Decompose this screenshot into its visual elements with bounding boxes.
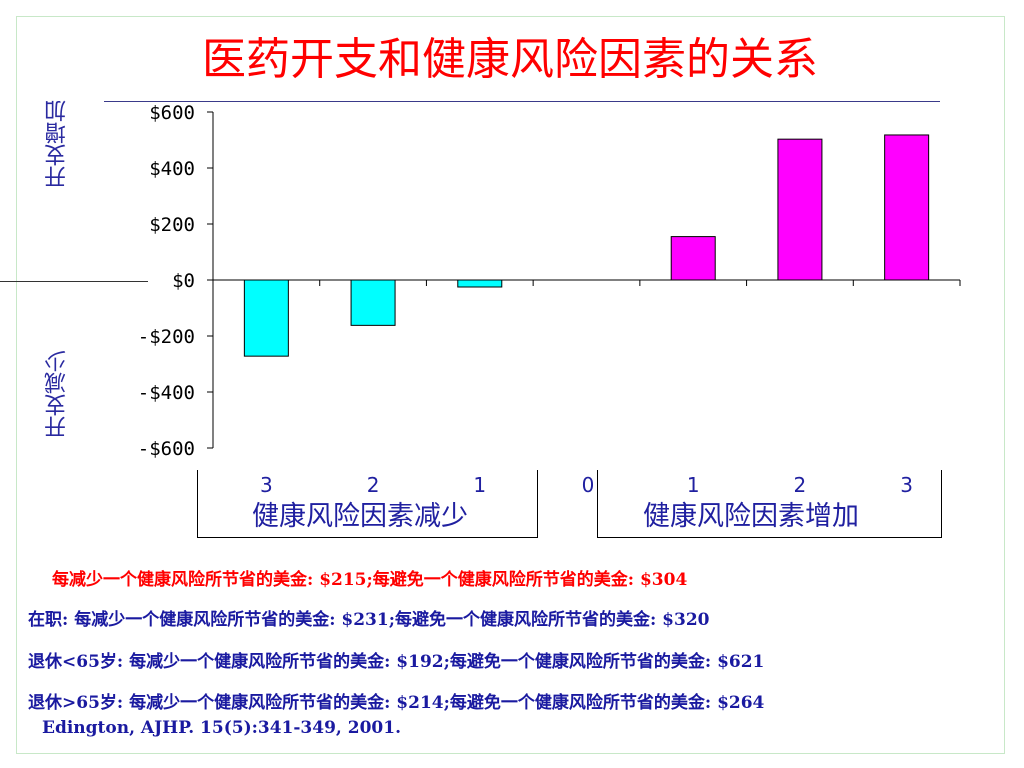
bar-increase-1	[670, 236, 716, 281]
y-tick-label: -$600	[138, 438, 195, 460]
y-tick-label: -$400	[138, 382, 195, 404]
y-tick-label: $0	[172, 270, 195, 292]
bar-increase-3	[884, 134, 930, 281]
x-category-label: 3	[900, 473, 913, 497]
slide-title: 医药开支和健康风险因素的关系	[202, 34, 818, 85]
group-box-increase	[597, 470, 942, 538]
x-category-label: 0	[582, 473, 595, 497]
bar-decrease-2	[350, 279, 396, 326]
citation: Edington, AJHP. 15(5):341-349, 2001.	[42, 718, 401, 738]
left-divider	[0, 281, 148, 282]
bar-increase-2	[777, 138, 823, 281]
x-category-label: 2	[794, 473, 807, 497]
note-employed: 在职: 每减少一个健康风险所节省的美金: $231;每避免一个健康风险所节省的美…	[28, 610, 710, 630]
y-tick-label: -$200	[138, 326, 195, 348]
note-retired-over-65: 退休>65岁: 每减少一个健康风险所节省的美金: $214;每避免一个健康风险所…	[28, 693, 765, 713]
y-tick-label: $600	[149, 102, 195, 124]
x-category-label: 1	[473, 473, 486, 497]
note-overall: 每减少一个健康风险所节省的美金: $215;每避免一个健康风险所节省的美金: $…	[52, 570, 688, 590]
bar-decrease-3	[243, 279, 289, 357]
group-label-decrease: 健康风险因素减少	[252, 501, 468, 532]
group-label-increase: 健康风险因素增加	[643, 501, 859, 532]
note-retired-under-65: 退休<65岁: 每减少一个健康风险所节省的美金: $192;每避免一个健康风险所…	[28, 652, 765, 672]
title-divider	[104, 101, 940, 102]
x-category-label: 2	[367, 473, 380, 497]
slide-frame	[16, 16, 1005, 754]
group-box-decrease	[197, 470, 538, 538]
x-category-label: 1	[687, 473, 700, 497]
x-category-label: 3	[260, 473, 273, 497]
y-tick-label: $200	[149, 214, 195, 236]
y-tick-label: $400	[149, 158, 195, 180]
bar-decrease-1	[457, 279, 503, 288]
